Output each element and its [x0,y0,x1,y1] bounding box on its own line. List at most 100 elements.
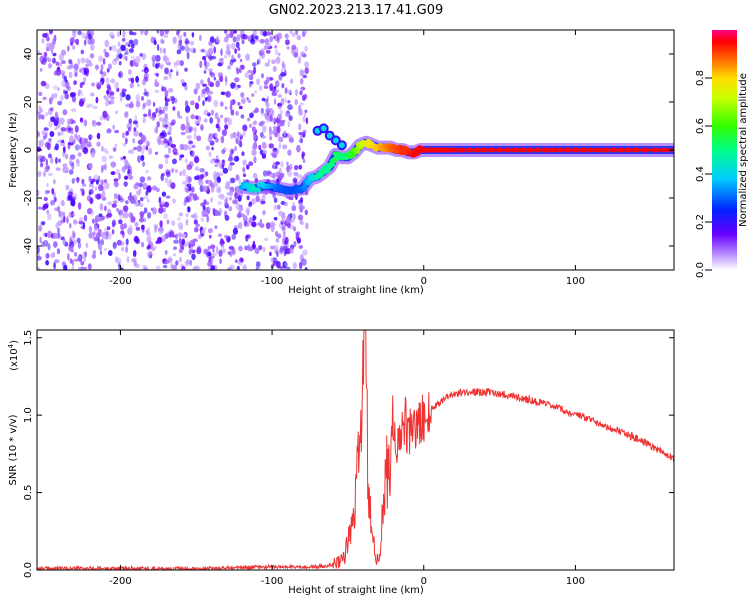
noise-speck [190,114,196,120]
noise-speck [186,164,193,171]
noise-speck [299,78,304,85]
noise-speck [259,38,265,44]
noise-speck [80,144,83,150]
noise-speck [269,36,274,43]
noise-speck [242,130,246,137]
noise-speck [53,261,56,270]
noise-speck [69,64,74,69]
colorbar-tick-label: 0.2 [695,214,706,230]
noise-speck [48,97,53,105]
noise-speck [114,81,119,90]
noise-speck [164,30,170,35]
noise-speck [38,225,43,232]
noise-speck [37,255,42,261]
noise-speck [117,194,121,201]
noise-speck [57,100,63,106]
noise-speck [109,96,115,100]
noise-speck [88,226,93,233]
noise-speck [53,120,59,127]
noise-speck [298,164,303,170]
noise-speck [88,62,93,67]
noise-speck [176,49,182,55]
noise-speck [295,89,298,97]
noise-speck [304,45,308,52]
noise-speck [230,133,234,139]
noise-speck [99,70,103,75]
noise-speck [224,54,228,59]
noise-speck [141,224,145,230]
noise-speck [158,117,164,122]
noise-speck [132,138,136,144]
noise-speck [194,166,200,171]
noise-speck [129,60,134,67]
noise-speck [135,75,140,83]
noise-speck [139,30,144,35]
noise-speck [196,135,202,142]
noise-speck [83,68,87,76]
y-tick-label: -40 [23,238,34,254]
noise-speck [222,167,229,174]
noise-speck [234,146,237,152]
noise-speck [105,214,110,219]
noise-speck [200,217,205,223]
noise-speck [128,118,133,124]
noise-speck [265,222,271,230]
noise-speck [290,219,295,223]
noise-speck [208,179,211,186]
noise-speck [48,43,53,51]
noise-speck [197,95,201,102]
noise-speck [216,35,220,43]
noise-speck [98,213,103,217]
noise-speck [246,164,250,170]
noise-speck [246,96,249,101]
noise-speck [290,78,294,84]
noise-speck [186,121,190,129]
noise-speck [158,227,164,235]
x-tick-label: 0 [421,276,427,287]
noise-speck [116,207,119,212]
noise-speck [112,124,115,130]
noise-speck [191,144,196,149]
noise-speck [282,144,288,150]
noise-speck [165,157,169,165]
noise-speck [242,215,248,223]
noise-speck [229,196,232,201]
noise-speck [78,220,84,225]
noise-speck [284,97,287,104]
noise-speck [184,45,190,53]
noise-speck [208,68,213,72]
noise-speck [281,61,285,69]
noise-speck [224,91,228,97]
noise-speck [106,128,112,134]
noise-speck [135,123,139,128]
y-tick-label: 20 [23,96,34,109]
noise-speck [284,201,288,207]
noise-speck [215,80,220,88]
noise-speck [249,112,254,119]
noise-speck [74,252,78,257]
noise-speck [104,182,110,190]
x-tick-label: -200 [109,576,132,587]
noise-speck [52,179,56,185]
noise-speck [224,184,231,190]
noise-speck [200,174,205,179]
noise-speck [263,80,269,85]
noise-speck [81,32,86,39]
colorbar-tick-label: 0.4 [695,166,706,182]
noise-speck [231,54,235,61]
noise-speck [289,163,293,171]
noise-speck [127,126,131,133]
noise-speck [94,194,98,199]
noise-speck [232,36,237,43]
noise-speck [43,240,47,247]
noise-speck [39,108,43,113]
noise-speck [266,76,270,83]
noise-speck [194,226,199,233]
noise-speck [90,92,95,97]
noise-speck [170,168,174,173]
noise-speck [100,179,104,186]
noise-speck [262,149,267,156]
noise-speck [52,38,55,46]
noise-speck [193,88,198,95]
noise-speck [69,37,75,43]
